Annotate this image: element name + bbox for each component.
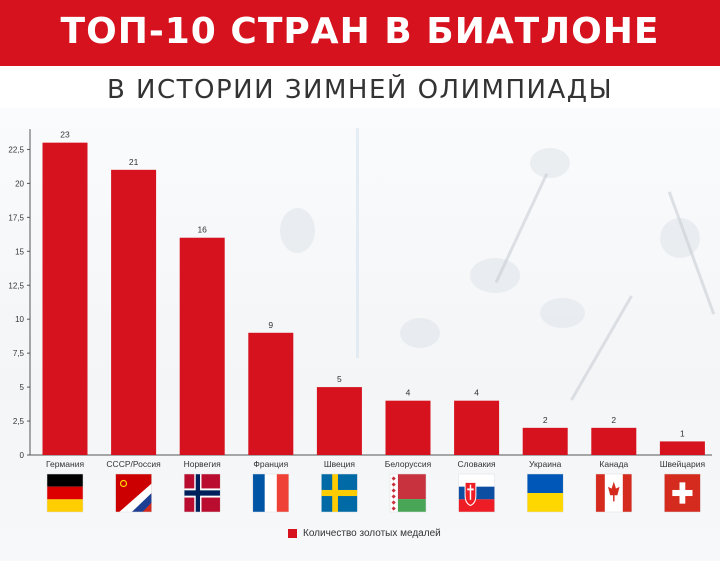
data-label: 23 [60, 130, 70, 140]
germany-flag-icon [46, 473, 84, 513]
legend-swatch [288, 529, 297, 538]
y-tick-label: 15 [15, 247, 24, 256]
data-label: 4 [474, 388, 479, 398]
bar [385, 400, 431, 455]
y-tick-label: 2,5 [13, 417, 25, 426]
header-band [0, 0, 720, 66]
x-tick-label: Белоруссия [385, 459, 432, 469]
x-tick-label: Норвегия [184, 459, 222, 469]
x-tick-label: Франция [253, 459, 288, 469]
x-tick-label: Словакия [458, 459, 497, 469]
norway-flag-icon [183, 473, 221, 513]
ukraine-flag-icon [526, 473, 564, 513]
data-label: 21 [129, 157, 139, 167]
france-flag-icon [252, 473, 290, 513]
bar [111, 169, 157, 455]
data-label: 1 [680, 428, 685, 438]
sweden-flag-icon [321, 473, 358, 513]
canada-flag-icon [595, 473, 633, 513]
flags-layer [46, 473, 701, 513]
skier-silhouette-icon [400, 318, 440, 348]
y-tick-label: 20 [15, 179, 24, 188]
y-tick-label: 17,5 [8, 213, 24, 222]
background-banner-pole [356, 128, 359, 358]
bar [248, 332, 294, 455]
x-tick-label: Канада [599, 459, 628, 469]
y-tick-label: 10 [15, 315, 24, 324]
bar [522, 427, 568, 455]
page-subtitle: В ИСТОРИИ ЗИМНЕЙ ОЛИМПИАДЫ [106, 75, 614, 105]
data-label: 2 [611, 415, 616, 425]
y-tick-label: 22,5 [8, 145, 24, 154]
x-tick-label: Германия [46, 459, 85, 469]
skier-silhouette-icon [280, 208, 315, 253]
bars-layer [42, 142, 705, 455]
page-title: ТОП-10 СТРАН В БИАТЛОНЕ [60, 11, 660, 52]
x-tick-label: Швеция [324, 459, 356, 469]
x-tick-label: Швейцария [660, 459, 706, 469]
y-tick-label: 5 [20, 383, 25, 392]
slovakia-flag-icon [458, 473, 495, 513]
bar [316, 387, 362, 455]
legend-label: Количество золотых медалей [303, 528, 441, 539]
switzerland-flag-icon [664, 473, 701, 513]
skier-silhouette-icon [530, 148, 570, 178]
y-tick-label: 7,5 [13, 349, 25, 358]
belarus-flag-icon [389, 473, 427, 513]
bar [591, 427, 637, 455]
data-label: 9 [268, 320, 273, 330]
data-label: 16 [197, 225, 207, 235]
bar [179, 237, 225, 455]
y-tick-label: 12,5 [8, 281, 24, 290]
skier-silhouette-icon [470, 258, 520, 293]
data-label: 2 [543, 415, 548, 425]
legend: Количество золотых медалей [288, 528, 441, 539]
ussr-russia-flag-icon [115, 473, 152, 513]
skier-silhouette-icon [540, 298, 585, 328]
labels-layer: 23Германия21СССР/Россия16Норвегия9Франци… [46, 130, 706, 469]
bar [454, 400, 500, 455]
y-tick-label: 0 [20, 451, 25, 460]
data-label: 5 [337, 374, 342, 384]
data-label: 4 [406, 388, 411, 398]
x-tick-label: СССР/Россия [106, 459, 161, 469]
bar [659, 441, 705, 455]
bar [42, 142, 88, 455]
x-tick-label: Украина [529, 459, 562, 469]
